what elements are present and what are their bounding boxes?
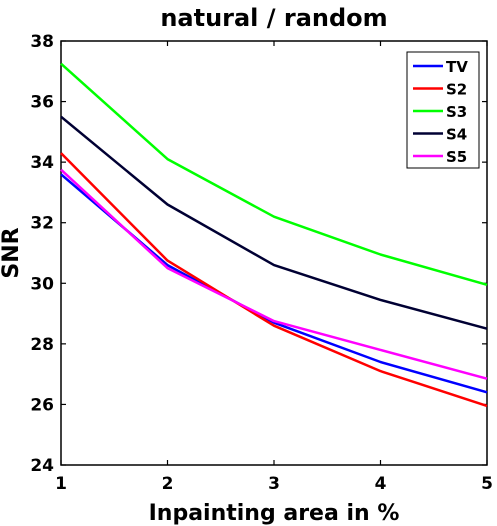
y-tick-label: 26 — [30, 395, 54, 415]
x-tick-label: 1 — [55, 474, 67, 494]
legend-label-tv: TV — [446, 58, 468, 76]
x-axis-label: Inpainting area in % — [149, 501, 400, 526]
series-lines — [60, 62, 488, 408]
y-tick-label: 32 — [30, 214, 54, 234]
series-line-s3 — [60, 62, 488, 287]
y-axis-label: SNR — [0, 227, 24, 278]
series-line-s2 — [60, 152, 488, 408]
legend-label-s4: S4 — [446, 126, 467, 144]
x-tick-label: 4 — [375, 474, 387, 494]
y-axis: 24 26 28 30 32 34 36 38 — [30, 32, 487, 476]
x-tick-label: 3 — [268, 474, 280, 494]
x-tick-label: 2 — [162, 474, 174, 494]
y-tick-label: 34 — [30, 153, 54, 173]
series-line-s4 — [60, 115, 488, 330]
series-line-tv — [60, 173, 488, 394]
series-line-s5 — [60, 168, 488, 380]
chart-title: natural / random — [160, 4, 387, 32]
y-tick-label: 38 — [30, 32, 54, 52]
x-axis: 1 2 3 4 5 — [55, 41, 493, 494]
legend-label-s5: S5 — [446, 148, 467, 166]
y-tick-label: 28 — [30, 335, 54, 355]
x-tick-label: 5 — [481, 474, 493, 494]
y-tick-label: 24 — [30, 456, 54, 476]
legend-label-s2: S2 — [446, 81, 467, 99]
legend-label-s3: S3 — [446, 103, 467, 121]
y-tick-label: 30 — [30, 274, 54, 294]
legend: TV S2 S3 S4 S5 — [406, 51, 480, 169]
y-tick-label: 36 — [30, 93, 54, 113]
